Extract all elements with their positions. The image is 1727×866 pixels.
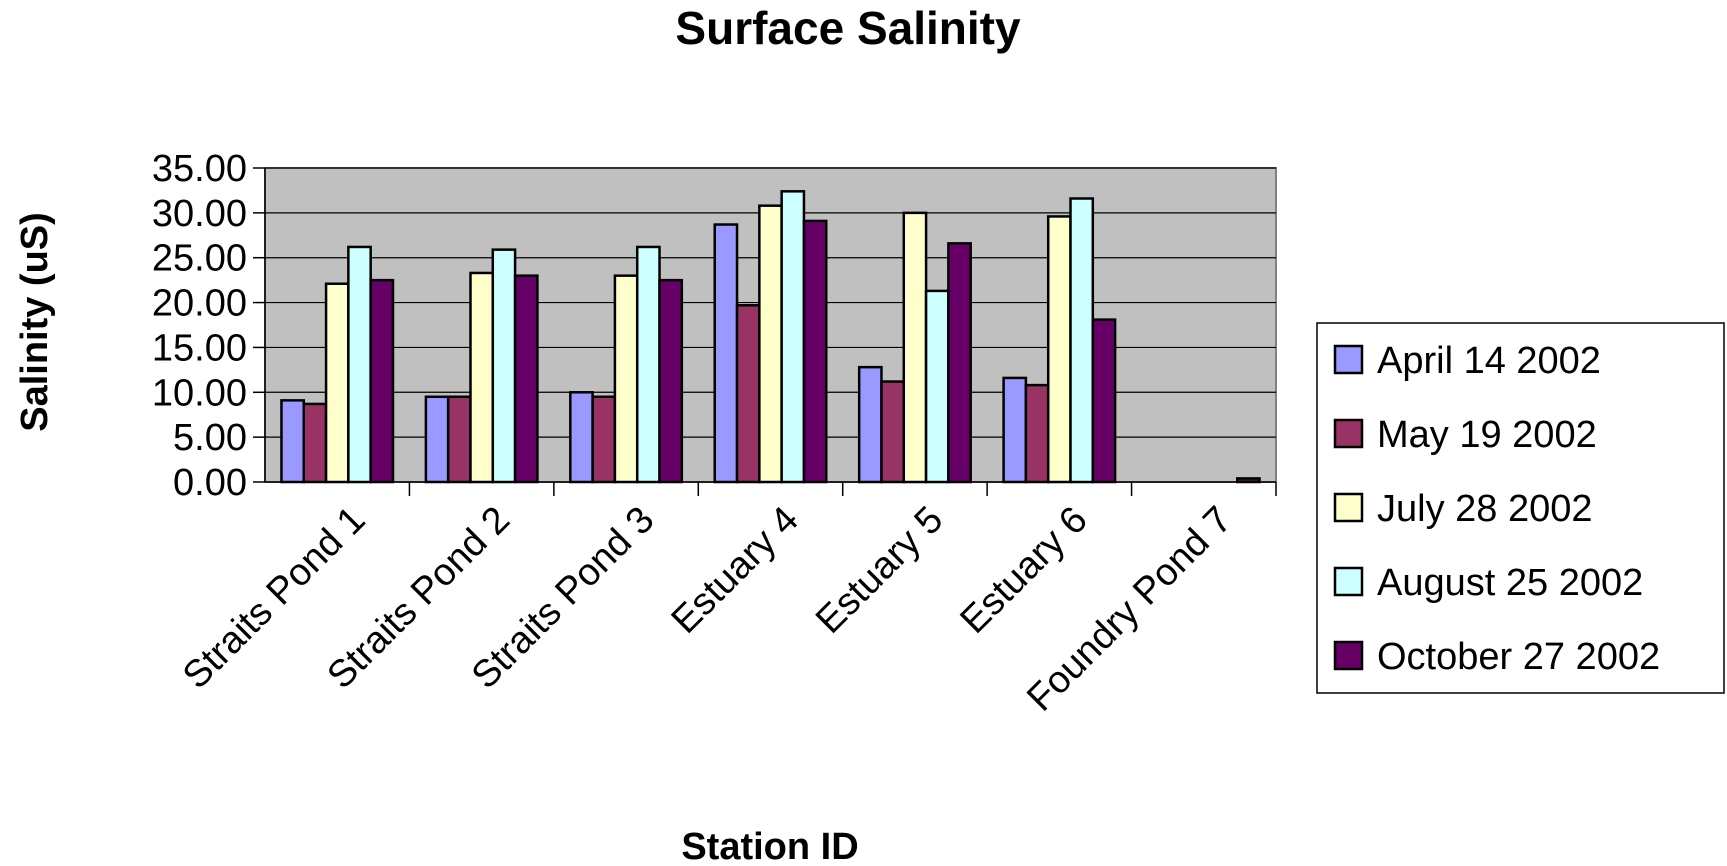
bar [857, 365, 883, 484]
y-tick-label: 15.00 [152, 327, 247, 369]
y-tick-label: 20.00 [152, 283, 247, 325]
bar [1069, 197, 1095, 484]
bar [324, 282, 350, 484]
plot-area: 0.005.0010.0015.0020.0025.0030.0035.00St… [152, 148, 1277, 720]
bar [1235, 477, 1261, 484]
bar [280, 399, 306, 484]
bar [1046, 215, 1072, 484]
y-tick-label: 0.00 [173, 462, 247, 504]
bar [635, 245, 661, 484]
x-category-label: Estuary 4 [664, 499, 807, 642]
bar [446, 395, 472, 484]
legend-swatch [1333, 344, 1364, 375]
bar [369, 278, 395, 484]
legend-label: April 14 2002 [1377, 340, 1601, 382]
bar [513, 274, 539, 484]
y-tick-label: 30.00 [152, 193, 247, 235]
y-tick-label: 25.00 [152, 238, 247, 280]
x-category-label: Estuary 5 [808, 499, 951, 642]
x-category-label: Estuary 6 [953, 499, 1096, 642]
bar [1091, 318, 1117, 484]
legend-label: August 25 2002 [1377, 562, 1643, 604]
legend-swatch [1333, 418, 1364, 449]
bar [802, 219, 828, 484]
bar [302, 402, 328, 484]
bar [758, 204, 783, 484]
legend-label: July 28 2002 [1377, 488, 1593, 530]
legend-swatch [1333, 640, 1364, 671]
legend-label: May 19 2002 [1377, 414, 1597, 456]
y-tick-label: 35.00 [152, 148, 247, 190]
bar [347, 245, 372, 484]
bar [491, 248, 517, 484]
bar [947, 242, 972, 484]
legend: April 14 2002 May 19 2002 July 28 2002 Augu… [1316, 322, 1725, 694]
bar [591, 395, 617, 484]
bar [1024, 383, 1050, 484]
x-axis-title: Station ID [681, 826, 858, 866]
bar [613, 274, 639, 484]
y-tick-label: 5.00 [173, 417, 247, 459]
bar [902, 211, 928, 484]
bar [924, 289, 950, 484]
bar [780, 190, 806, 484]
bar [1002, 376, 1028, 484]
legend-swatch [1333, 492, 1364, 523]
bar [658, 278, 684, 484]
bar [880, 380, 906, 484]
legend-label: October 27 2002 [1377, 636, 1660, 678]
chart-title: Surface Salinity [675, 2, 1021, 54]
y-axis-title: Salinity (uS) [14, 212, 56, 432]
bar [424, 395, 450, 484]
y-tick-label: 10.00 [152, 372, 247, 414]
bar [735, 304, 761, 484]
legend-swatch [1333, 566, 1364, 597]
legend-box [1316, 322, 1725, 694]
bar [469, 271, 495, 484]
bar [713, 223, 739, 484]
bar [569, 391, 594, 484]
